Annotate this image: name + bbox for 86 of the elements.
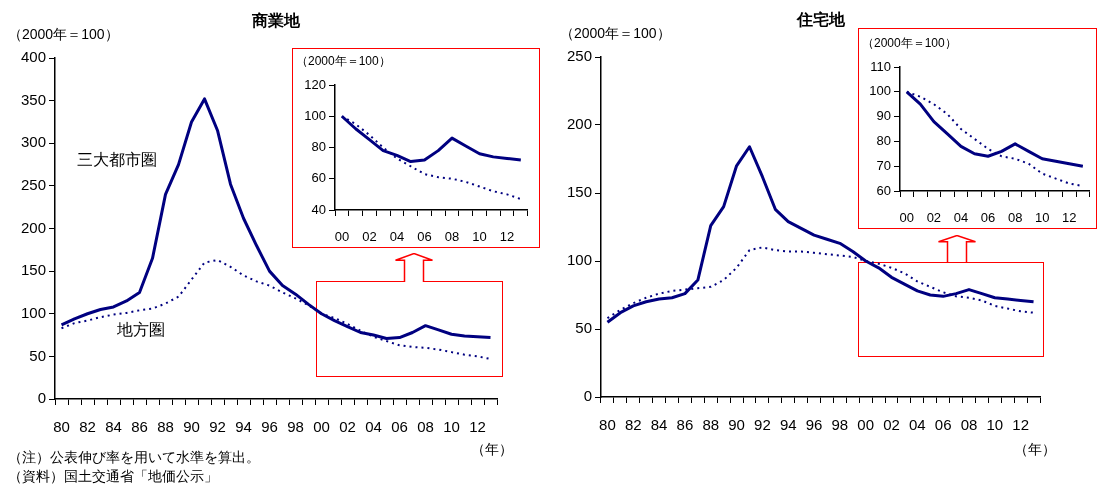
x-tick-label: 84: [105, 418, 122, 436]
y-tick-label: 60: [876, 182, 891, 198]
x-tick-label: 80: [599, 416, 616, 434]
y-tick-label: 200: [20, 218, 46, 236]
y-axis-title: （2000年＝100）: [8, 25, 119, 42]
x-tick-label: 10: [986, 416, 1004, 434]
x-tick-label: 82: [79, 418, 96, 436]
y-tick-label: 250: [566, 47, 592, 65]
y-tick-label: 350: [20, 90, 46, 108]
x-tick-label: 92: [209, 418, 226, 436]
x-tick-label: 06: [391, 418, 408, 436]
x-tick-label: 04: [389, 229, 405, 245]
y-tick-label: 80: [311, 139, 326, 155]
x-tick-label: 08: [1007, 210, 1023, 226]
text: （資料）国土交通省「地価公示」: [8, 468, 218, 486]
x-tick-label: 02: [883, 416, 900, 434]
y-tick-label: 0: [583, 387, 592, 405]
y-tick-label: 250: [20, 176, 46, 194]
x-tick-label: 86: [131, 418, 148, 436]
x-tick-label: 08: [417, 418, 434, 436]
x-tick-label: 10: [1034, 210, 1050, 226]
y-tick-label: 200: [566, 115, 592, 133]
y-tick-label: 90: [876, 108, 891, 124]
y-tick-label: 80: [876, 132, 891, 148]
x-tick-label: 08: [960, 416, 978, 434]
y-tick-label: 120: [304, 76, 326, 92]
x-tick-label: 84: [650, 416, 668, 434]
x-tick-label: 04: [365, 418, 382, 436]
y-tick-label: 100: [304, 107, 326, 123]
y-tick-label: 40: [311, 201, 326, 217]
x-tick-label: 12: [499, 229, 515, 245]
x-tick-label: 88: [702, 416, 720, 434]
x-tick-label: 90: [728, 416, 745, 434]
y-tick-label: 70: [876, 157, 891, 173]
y-tick-label: 100: [20, 303, 46, 321]
y-tick-label: 100: [566, 251, 592, 269]
x-tick-label: 94: [235, 418, 252, 436]
series-label: 三大都市圏: [77, 150, 158, 168]
x-tick-label: 10: [443, 418, 460, 436]
chart-title: 住宅地: [795, 10, 846, 29]
series-label: 地方圏: [115, 321, 165, 339]
x-tick-label: 98: [287, 418, 304, 436]
x-tick-label: 02: [362, 229, 377, 245]
x-tick-label: 00: [899, 210, 915, 226]
x-tick-label: 12: [469, 418, 486, 436]
y-tick-label: 0: [37, 389, 46, 407]
x-tick-label: 96: [805, 416, 823, 434]
y-tick-label: 150: [566, 183, 592, 201]
x-tick-label: 02: [339, 418, 356, 436]
x-tick-label: 12: [1062, 210, 1077, 226]
x-tick-label: 06: [934, 416, 952, 434]
x-tick-label: 08: [444, 229, 460, 245]
x-tick-label: 06: [980, 210, 996, 226]
x-tick-label: 82: [624, 416, 642, 434]
x-tick-label: 86: [676, 416, 694, 434]
x-tick-label: 92: [754, 416, 771, 434]
x-tick-label: 12: [1012, 416, 1029, 434]
y-tick-label: 150: [20, 261, 46, 279]
x-axis-title: （年）: [1014, 440, 1056, 457]
x-tick-label: 00: [334, 229, 350, 245]
y-tick-label: 50: [29, 346, 46, 364]
x-tick-label: 98: [831, 416, 849, 434]
text: （注）公表伸び率を用いて水準を算出。: [8, 449, 260, 467]
x-tick-label: 04: [953, 210, 969, 226]
x-tick-label: 10: [472, 229, 487, 245]
x-tick-label: 96: [261, 418, 278, 436]
x-tick-label: 04: [908, 416, 926, 434]
y-axis-title: （2000年＝100）: [560, 24, 671, 41]
x-tick-label: 00: [313, 418, 330, 436]
y-axis-title: （2000年＝100）: [862, 36, 957, 51]
y-axis-title: （2000年＝100）: [296, 54, 391, 69]
x-tick-label: 80: [53, 418, 70, 436]
x-axis-title: （年）: [471, 440, 513, 457]
x-tick-label: 90: [183, 418, 200, 436]
y-tick-label: 60: [311, 170, 326, 186]
chart-title: 商業地: [251, 12, 301, 30]
x-tick-label: 02: [926, 210, 942, 226]
y-tick-label: 400: [20, 48, 46, 66]
y-tick-label: 300: [20, 133, 46, 151]
y-tick-label: 50: [575, 319, 592, 337]
y-tick-label: 100: [869, 83, 891, 99]
x-tick-label: 00: [857, 416, 875, 434]
x-tick-label: 94: [779, 416, 797, 434]
y-tick-label: 110: [870, 58, 891, 74]
x-tick-label: 06: [417, 229, 432, 245]
x-tick-label: 88: [157, 418, 174, 436]
